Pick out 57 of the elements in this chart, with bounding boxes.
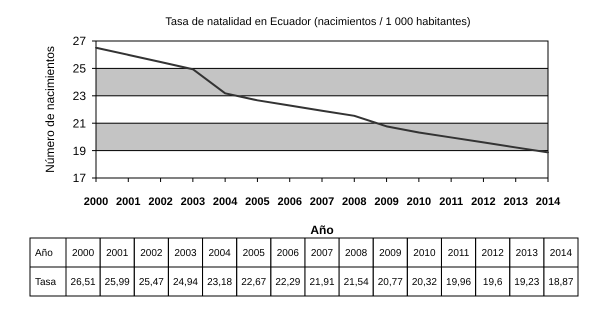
category-label: 2006 (276, 248, 299, 259)
data-label: 25,47 (138, 277, 164, 288)
x-tick-label: 2009 (374, 196, 399, 208)
y-tick-label: 27 (72, 34, 86, 48)
data-label: 21,54 (344, 277, 370, 288)
category-label: 2008 (345, 248, 368, 259)
text: Año (35, 248, 53, 259)
category-label: 2013 (516, 248, 538, 259)
category-label: 2012 (482, 248, 504, 259)
y-tick-label: 17 (72, 171, 86, 186)
x-tick-label: 2013 (503, 196, 528, 208)
category-label: 2014 (550, 248, 572, 259)
x-tick-label: 2005 (245, 196, 270, 208)
x-tick-label: 2008 (342, 196, 367, 208)
category-label: 2009 (379, 248, 402, 259)
x-tick-label: 2004 (212, 196, 238, 208)
x-tick-label: 2011 (439, 196, 464, 208)
x-tick-label: 2006 (277, 196, 302, 208)
x-tick-label: 2000 (84, 196, 108, 208)
data-label: 21,91 (309, 277, 335, 288)
line-series (95, 46, 549, 154)
data-label: 22,29 (275, 277, 301, 288)
data-label: 19,6 (482, 277, 503, 288)
chart-title: Tasa de natalidad en Ecuador (nacimientos / 1 000 habitantes) (165, 16, 471, 28)
category-label: 2004 (208, 248, 231, 259)
x-tick-label: 2007 (310, 196, 334, 208)
x-tick-label: 2001 (116, 196, 141, 208)
x-tick-label: 2003 (180, 196, 206, 208)
x-tick-label: 2014 (536, 196, 562, 208)
data-label: 19,23 (514, 277, 540, 288)
y-tick-label: 23 (72, 89, 86, 103)
data-label: 25,99 (104, 277, 130, 288)
x-tick-label: 2002 (148, 196, 173, 208)
category-label: 2003 (174, 248, 197, 259)
data-label: 24,94 (172, 277, 198, 288)
y-tick-label: 21 (72, 116, 86, 130)
data-label: 20,77 (378, 277, 404, 288)
data-label: 18,87 (548, 277, 574, 288)
category-label: 2010 (413, 248, 436, 259)
category-label: 2002 (140, 248, 162, 259)
data-label: 19,96 (446, 277, 472, 288)
data-label: 20,32 (412, 277, 438, 288)
data-label: 22,67 (241, 277, 267, 288)
data-label: 23,18 (207, 277, 233, 288)
y-tick-label: 25 (72, 62, 86, 76)
data-label: 26,51 (70, 277, 96, 288)
y-tick-label: 19 (72, 144, 86, 158)
category-label: 2000 (72, 248, 94, 259)
category-label: 2005 (242, 248, 265, 259)
category-label: 2001 (106, 248, 128, 259)
category-label: 2007 (310, 248, 334, 259)
text: Tasa (35, 277, 57, 288)
x-tick-label: 2012 (471, 196, 496, 208)
y-axis-title: Número de nacimientos (43, 46, 57, 173)
category-label: 2011 (448, 248, 470, 259)
x-axis-title: Año (310, 223, 334, 237)
x-tick-label: 2010 (406, 196, 432, 208)
